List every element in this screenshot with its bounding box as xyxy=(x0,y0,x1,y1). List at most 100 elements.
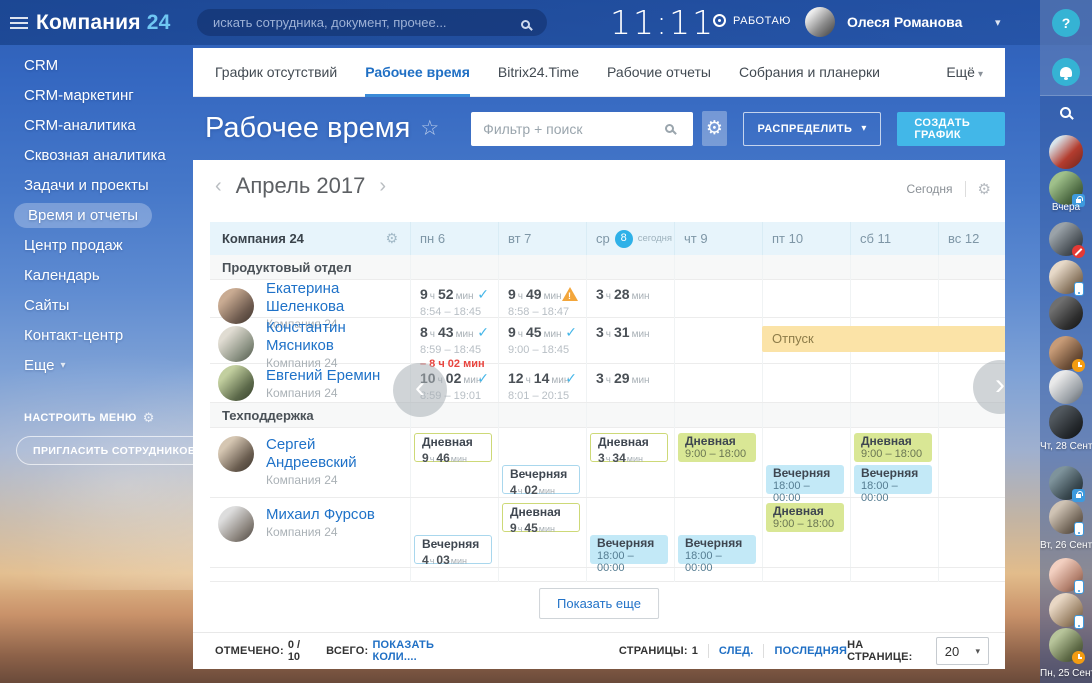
calendar-gear-icon[interactable]: ⚙ xyxy=(977,181,991,198)
day-cell[interactable]: Вечерняя 18:00 – 00:00 xyxy=(674,498,762,574)
search-icon[interactable] xyxy=(521,16,530,34)
employee-name-link[interactable]: Михаил Фурсов xyxy=(266,506,375,523)
sidebar-item-crm-analytics[interactable]: CRM-аналитика xyxy=(24,116,136,134)
day-cell[interactable] xyxy=(938,364,1005,402)
contact-avatar[interactable] xyxy=(1049,135,1083,169)
day-cell[interactable]: 3 ч 29 мин xyxy=(586,364,674,402)
shift-evening-planned[interactable]: Вечерняя 4ч 02мин xyxy=(502,465,580,497)
employee-avatar[interactable] xyxy=(218,506,254,542)
day-cell[interactable]: Вечерняя 18:00 – 00:00 xyxy=(762,428,850,504)
favorite-star-icon[interactable]: ☆ xyxy=(420,117,440,140)
per-page-select[interactable]: 20 ▾ xyxy=(935,637,989,665)
day-cell[interactable] xyxy=(762,364,850,402)
day-cell[interactable] xyxy=(938,428,1005,497)
day-cell[interactable]: Дневная 9ч 45мин xyxy=(498,498,586,567)
shift-day-scheduled[interactable]: Дневная 9:00 – 18:00 xyxy=(854,433,932,462)
sidebar-item-time-reports[interactable]: Время и отчеты xyxy=(0,200,193,230)
menu-icon[interactable] xyxy=(10,16,28,29)
next-month-icon[interactable]: › xyxy=(379,174,387,197)
day-cell[interactable]: Вечерняя 4ч 02мин xyxy=(498,428,586,497)
day-cell[interactable]: Дневная 9:00 – 18:00 xyxy=(762,498,850,567)
contact-avatar[interactable] xyxy=(1049,405,1083,439)
settings-gear-button[interactable]: ⚙ xyxy=(702,111,727,146)
sidebar-item-sales-center[interactable]: Центр продаж xyxy=(24,236,123,254)
create-schedule-button[interactable]: СОЗДАТЬ ГРАФИК xyxy=(897,111,1005,146)
day-cell[interactable]: 12 ч 14 мин ✓ 8:01 – 20:15 xyxy=(498,364,586,402)
shift-day-planned[interactable]: Дневная 9ч 45мин xyxy=(502,503,580,535)
contact-avatar[interactable] xyxy=(1049,558,1084,594)
tab-bitrix24-time[interactable]: Bitrix24.Time xyxy=(497,64,580,80)
day-cell[interactable] xyxy=(850,364,938,402)
configure-menu-button[interactable]: НАСТРОИТЬ МЕНЮ ⚙ xyxy=(24,410,155,425)
app-logo[interactable]: Компания 24 xyxy=(36,10,171,34)
show-more-button[interactable]: Показать еще xyxy=(539,588,659,619)
sidebar-item-crm-marketing[interactable]: CRM-маркетинг xyxy=(24,86,134,104)
day-cell[interactable]: 9 ч 45 мин ✓ 9:00 – 18:45 xyxy=(498,318,586,370)
tab-work-time[interactable]: Рабочее время xyxy=(365,48,470,97)
shift-evening-scheduled[interactable]: Вечерняя 18:00 – 00:00 xyxy=(766,465,844,504)
day-cell[interactable]: 3 ч 28 мин xyxy=(586,280,674,331)
work-status-button[interactable]: РАБОТАЮ xyxy=(713,14,791,27)
employee-name-link[interactable]: Екатерина Шеленкова xyxy=(266,280,345,315)
vacation-band[interactable]: Отпуск xyxy=(762,326,1005,352)
sidebar-search-button[interactable] xyxy=(1060,105,1071,123)
contact-avatar[interactable] xyxy=(1049,500,1084,536)
contact-avatar[interactable] xyxy=(1049,593,1084,629)
day-cell[interactable] xyxy=(762,280,850,331)
sidebar-item-more[interactable]: Еще ▾ xyxy=(24,356,66,374)
contact-avatar[interactable] xyxy=(1049,171,1085,207)
shift-evening-scheduled[interactable]: Вечерняя 18:00 – 00:00 xyxy=(854,465,932,504)
employee-name-link[interactable]: Евгений Еремин xyxy=(266,366,381,384)
day-cell[interactable]: 9 ч 52 мин ✓ 8:54 – 18:45 xyxy=(410,280,498,331)
day-cell[interactable]: 3 ч 31 мин xyxy=(586,318,674,370)
next-page-link[interactable]: СЛЕД. xyxy=(718,645,754,657)
day-cell[interactable] xyxy=(938,498,1005,567)
day-cell[interactable]: Вечерняя 18:00 – 00:00 xyxy=(586,498,674,574)
filter-search-icon[interactable] xyxy=(665,120,675,138)
sidebar-item-tasks-projects[interactable]: Задачи и проекты xyxy=(24,176,149,194)
day-cell[interactable]: 9 ч 49 мин ! 8:58 – 18:47 xyxy=(498,280,586,331)
filter-search-input[interactable] xyxy=(471,111,694,146)
sidebar-item-crm[interactable]: CRM xyxy=(24,56,59,74)
employee-avatar[interactable] xyxy=(218,436,254,472)
contact-avatar[interactable] xyxy=(1049,466,1085,502)
last-page-link[interactable]: ПОСЛЕДНЯЯ xyxy=(774,645,848,657)
day-cell[interactable] xyxy=(674,364,762,402)
employee-avatar[interactable] xyxy=(218,326,254,362)
shift-day-planned[interactable]: Дневная 9ч 46мин xyxy=(414,433,492,465)
shift-evening-scheduled[interactable]: Вечерняя 18:00 – 00:00 xyxy=(678,535,756,574)
day-cell[interactable]: Дневная 9ч 46мин xyxy=(410,428,498,497)
day-cell[interactable] xyxy=(674,280,762,331)
worktime-clock[interactable]: 11:11 xyxy=(610,3,716,42)
employee-avatar[interactable] xyxy=(218,365,254,401)
prev-month-icon[interactable]: ‹ xyxy=(215,174,222,197)
tab-absence-chart[interactable]: График отсутствий xyxy=(215,64,338,80)
sidebar-item-sites[interactable]: Сайты xyxy=(24,296,70,314)
scroll-left-button[interactable]: ‹ xyxy=(393,363,447,417)
shift-day-scheduled[interactable]: Дневная 9:00 – 18:00 xyxy=(766,503,844,532)
tab-work-reports[interactable]: Рабочие отчеты xyxy=(607,64,711,80)
tab-more[interactable]: Ещё ▾ xyxy=(946,64,983,80)
employee-avatar[interactable] xyxy=(218,287,254,324)
contact-avatar[interactable] xyxy=(1049,370,1083,404)
day-cell[interactable] xyxy=(850,280,938,331)
today-button[interactable]: Сегодня xyxy=(906,182,953,196)
contact-avatar[interactable] xyxy=(1049,222,1085,258)
contact-avatar[interactable] xyxy=(1049,336,1085,372)
employee-name-link[interactable]: Константин Мясников xyxy=(266,318,346,354)
shift-day-planned[interactable]: Дневная 3ч 34мин xyxy=(590,433,668,465)
day-cell[interactable] xyxy=(674,318,762,370)
contact-avatar[interactable] xyxy=(1049,260,1084,296)
distribute-button[interactable]: РАСПРЕДЕЛИТЬ ▾ xyxy=(742,111,882,146)
day-cell[interactable]: Вечерняя 4ч 03мин xyxy=(410,498,498,567)
notifications-button[interactable] xyxy=(1052,58,1080,86)
help-button[interactable]: ? xyxy=(1052,9,1080,37)
global-search-input[interactable] xyxy=(197,9,547,36)
employee-name-link[interactable]: Сергей Андреевский xyxy=(266,436,357,471)
show-count-link[interactable]: ПОКАЗАТЬ КОЛИ.... xyxy=(372,639,435,663)
day-cell[interactable] xyxy=(938,280,1005,331)
user-menu[interactable]: Олеся Романова xyxy=(805,7,962,37)
sidebar-item-calendar[interactable]: Календарь xyxy=(24,266,100,284)
contact-avatar[interactable] xyxy=(1049,296,1083,330)
day-cell[interactable]: 8 ч 43 мин ✓ 8:59 – 18:45 – 8 ч 02 мин xyxy=(410,318,498,370)
